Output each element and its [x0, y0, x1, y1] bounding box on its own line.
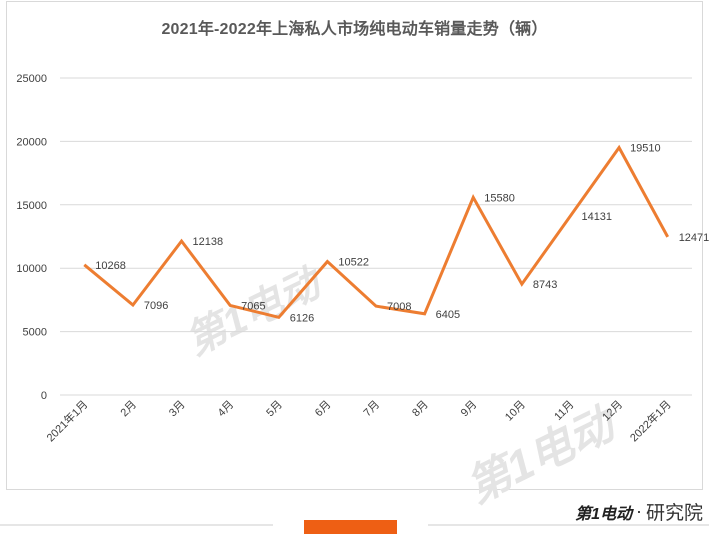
- y-tick-label: 0: [41, 390, 47, 402]
- x-tick-label: 12月: [600, 399, 625, 424]
- footer-divider-right: [428, 524, 709, 526]
- series-line: [83, 144, 670, 319]
- data-label: 7008: [387, 301, 411, 313]
- x-tick-label: 2022年1月: [627, 397, 674, 444]
- x-tick-label: 8月: [410, 399, 431, 420]
- data-label: 10268: [95, 260, 126, 272]
- x-tick-label: 10月: [503, 399, 528, 424]
- x-tick-label: 3月: [167, 399, 188, 420]
- data-label: 6405: [436, 309, 460, 321]
- brand-footer: 第1电动 · 研究院: [575, 498, 703, 525]
- x-tick-label: 7月: [362, 399, 383, 420]
- data-label: 12138: [193, 236, 224, 248]
- brand-logo-text: 第1电动: [575, 505, 632, 523]
- series-line-group: [83, 144, 670, 319]
- data-label: 6126: [290, 312, 314, 324]
- data-label: 12471: [679, 232, 709, 244]
- chart-frame: [6, 1, 703, 490]
- y-tick-label: 10000: [16, 263, 47, 275]
- data-label: 19510: [630, 143, 661, 155]
- footer-divider-left: [0, 524, 273, 526]
- data-label: 14131: [581, 211, 612, 223]
- data-label: 15580: [484, 192, 515, 204]
- y-tick-label: 15000: [16, 200, 47, 212]
- data-label: 7065: [241, 300, 265, 312]
- x-tick-label: 11月: [552, 399, 576, 423]
- brand-separator: ·: [635, 501, 642, 521]
- data-label: 10522: [338, 257, 369, 269]
- y-axis: 0 5000 10000 15000 20000 25000: [16, 73, 47, 402]
- data-labels: 10268 7096 12138 7065 6126 10522 7008 6405 15580…: [95, 143, 709, 325]
- chart-title: 2021年-2022年上海私人市场纯电动车销量走势（辆）: [161, 21, 548, 38]
- footer-accent-bar: [304, 520, 397, 534]
- x-tick-label: 4月: [216, 399, 237, 420]
- x-tick-label: 2月: [118, 399, 139, 420]
- data-label: 7096: [144, 300, 168, 312]
- x-tick-label: 5月: [264, 399, 285, 420]
- x-tick-label: 2021年1月: [43, 397, 90, 444]
- line-chart: 0 5000 10000 15000 20000 25000 2021年1月 2月 3月 4月 5…: [16, 73, 709, 444]
- x-tick-label: 6月: [313, 399, 334, 420]
- data-label: 8743: [533, 279, 557, 291]
- brand-suffix: 研究院: [645, 503, 703, 524]
- brand-logo: 第1电动: [575, 500, 632, 524]
- y-tick-label: 20000: [16, 136, 47, 148]
- x-tick-label: 9月: [459, 399, 480, 420]
- y-tick-label: 5000: [23, 327, 47, 339]
- x-axis: 2021年1月 2月 3月 4月 5月 6月 7月 8月 9月 10月 11月 12月 2022年1月: [43, 397, 673, 444]
- y-tick-label: 25000: [16, 73, 47, 85]
- gridlines: [60, 77, 692, 396]
